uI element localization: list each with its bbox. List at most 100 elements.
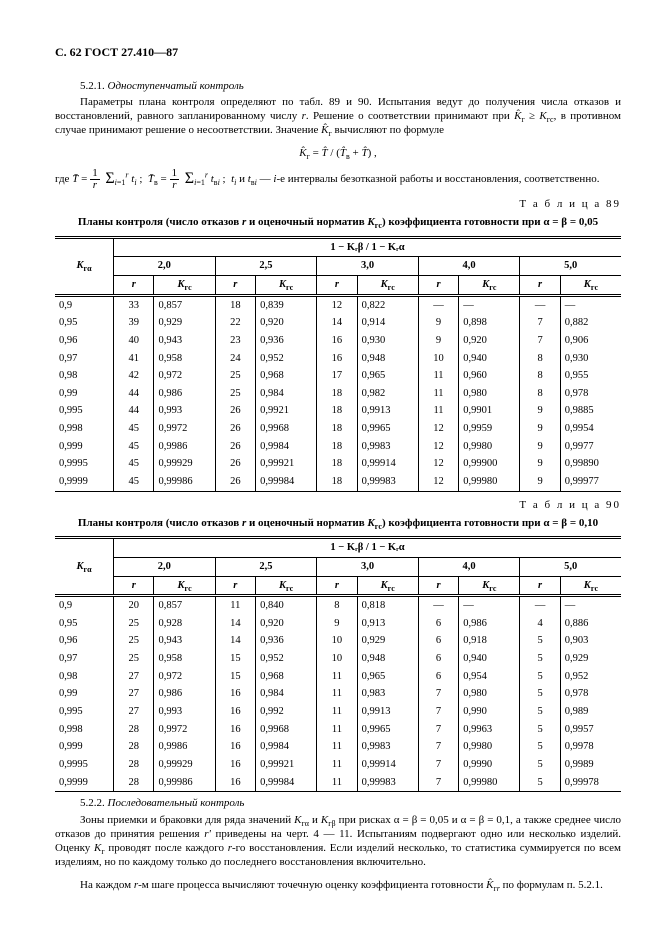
col-krc: Kгс xyxy=(256,576,317,596)
col-group: 4,0 xyxy=(418,557,520,576)
cell: 0,9986 xyxy=(154,738,215,756)
cell: 0,982 xyxy=(357,385,418,403)
cell: 0,984 xyxy=(256,385,317,403)
cell: 0,9972 xyxy=(154,420,215,438)
cell: 14 xyxy=(215,615,255,633)
t: Планы контроля (число отказов xyxy=(78,216,242,228)
cell: 20 xyxy=(114,596,154,615)
tbl89-caption: Т а б л и ц а 89 xyxy=(55,197,621,211)
col-r: r xyxy=(418,275,458,295)
cell: 7 xyxy=(520,332,560,350)
cell: 9 xyxy=(317,615,357,633)
cell: 8 xyxy=(520,367,560,385)
cell: 9 xyxy=(520,420,560,438)
cell: 26 xyxy=(215,402,255,420)
cell: 25 xyxy=(215,367,255,385)
cell: 0,955 xyxy=(560,367,621,385)
cell: 0,9972 xyxy=(154,721,215,739)
cell: 11 xyxy=(418,385,458,403)
t: Планы контроля (число отказов xyxy=(78,517,242,529)
col-r: r xyxy=(114,275,154,295)
cell: 26 xyxy=(215,473,255,491)
para-where: где T̄ = 1 r Σi=1r ti ; T̄в = 1 r Σi=1r … xyxy=(55,168,621,191)
table-row: 0,9995280,99929160,99921110,9991470,9990… xyxy=(55,756,621,774)
table-row: 0,995440,993260,9921180,9913110,990190,9… xyxy=(55,402,621,420)
cell: 0,818 xyxy=(357,596,418,615)
row-key: 0,999 xyxy=(55,438,114,456)
sec-num: 5.2.2. xyxy=(80,797,108,809)
row-key: 0,998 xyxy=(55,420,114,438)
cell: 0,978 xyxy=(560,385,621,403)
tbl89-title: Планы контроля (число отказов r и оценоч… xyxy=(55,215,621,229)
cell: 11 xyxy=(317,721,357,739)
row-key: 0,9995 xyxy=(55,455,114,473)
table-row: 0,98270,972150,968110,96560,95450,952 xyxy=(55,668,621,686)
cell: 0,9959 xyxy=(459,420,520,438)
cell: 0,9957 xyxy=(560,721,621,739)
cell: 0,9980 xyxy=(459,738,520,756)
cell: 8 xyxy=(520,385,560,403)
cell: 0,9984 xyxy=(256,438,317,456)
cell: 9 xyxy=(520,455,560,473)
cell: — xyxy=(560,596,621,615)
cell: 28 xyxy=(114,721,154,739)
col-krc: Kгс xyxy=(154,275,215,295)
cell: 4 xyxy=(520,615,560,633)
cell: 0,980 xyxy=(459,685,520,703)
cell: 42 xyxy=(114,367,154,385)
table-90: Kгα 1 − Kᵣβ / 1 − Kᵣα 2,02,53,04,05,0 rK… xyxy=(55,536,621,792)
cell: 0,940 xyxy=(459,650,520,668)
cell: 0,954 xyxy=(459,668,520,686)
cell: 5 xyxy=(520,650,560,668)
cell: 12 xyxy=(317,295,357,314)
cell: 6 xyxy=(418,668,458,686)
cell: 16 xyxy=(215,756,255,774)
row-key: 0,998 xyxy=(55,721,114,739)
cell: 0,9977 xyxy=(560,438,621,456)
cell: 0,993 xyxy=(154,703,215,721)
section-522: 5.2.2. Последовательный контроль xyxy=(55,796,621,810)
cell: 22 xyxy=(215,314,255,332)
cell: 0,965 xyxy=(357,367,418,385)
cell: 11 xyxy=(215,596,255,615)
cell: 0,99984 xyxy=(256,473,317,491)
col-krc: Kгс xyxy=(459,576,520,596)
cell: 16 xyxy=(215,685,255,703)
table-row: 0,95250,928140,92090,91360,98640,886 xyxy=(55,615,621,633)
cell: 0,9989 xyxy=(560,756,621,774)
col-group: 2,5 xyxy=(215,257,317,276)
cell: 10 xyxy=(317,650,357,668)
t: — xyxy=(257,173,274,185)
t: где xyxy=(55,173,72,185)
cell: 12 xyxy=(418,473,458,491)
t: и оценочный норматив xyxy=(246,216,367,228)
table-row: 0,97250,958150,952100,94860,94050,929 xyxy=(55,650,621,668)
t: -е интервалы безотказной работы и восста… xyxy=(276,173,599,185)
cell: 0,968 xyxy=(256,367,317,385)
cell: 7 xyxy=(418,756,458,774)
t: -м шаге процесса вычисляют точечную оцен… xyxy=(138,879,486,891)
sec-title: Последовательный контроль xyxy=(108,797,245,809)
cell: 0,99921 xyxy=(256,756,317,774)
t: по формулам п. 5.2.1. xyxy=(500,879,603,891)
cell: 12 xyxy=(418,455,458,473)
para-5: Зоны приемки и браковки для ряда значени… xyxy=(55,813,621,870)
cell: 28 xyxy=(114,774,154,792)
table-row: 0,96250,943140,936100,92960,91850,903 xyxy=(55,632,621,650)
cell: 0,958 xyxy=(154,650,215,668)
row-key: 0,9 xyxy=(55,596,114,615)
cell: 18 xyxy=(215,295,255,314)
cell: 0,9978 xyxy=(560,738,621,756)
cell: 0,920 xyxy=(256,615,317,633)
row-key: 0,9999 xyxy=(55,774,114,792)
cell: 12 xyxy=(418,438,458,456)
cell: 0,920 xyxy=(459,332,520,350)
col-r: r xyxy=(215,275,255,295)
cell: 10 xyxy=(317,632,357,650)
cell: 10 xyxy=(418,350,458,368)
col-r: r xyxy=(520,275,560,295)
cell: 0,99921 xyxy=(256,455,317,473)
cell: 25 xyxy=(215,385,255,403)
cell: — xyxy=(560,295,621,314)
cell: 0,914 xyxy=(357,314,418,332)
